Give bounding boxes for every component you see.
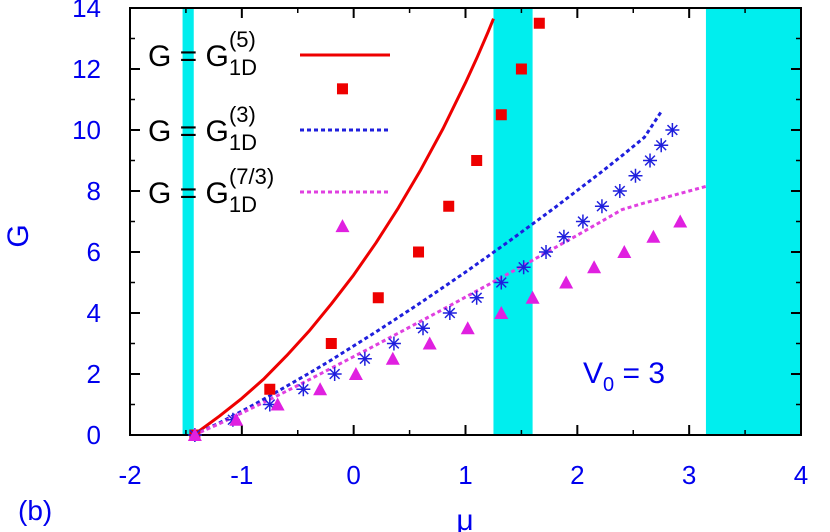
triangles-point <box>385 351 400 365</box>
v0-annotation-tail: = 3 <box>614 357 665 390</box>
asterisks-point <box>442 306 457 320</box>
y-tick-label: 12 <box>72 54 101 84</box>
squares-point <box>471 155 483 166</box>
x-tick-label: 0 <box>346 460 360 490</box>
triangles-point <box>617 245 632 258</box>
x-tick-label: 2 <box>570 460 584 490</box>
y-axis-label: G <box>2 224 35 247</box>
triangles-point <box>494 306 509 319</box>
x-tick-label: 3 <box>682 460 696 490</box>
triangles-point <box>270 397 285 411</box>
legend-square-point <box>336 83 348 95</box>
squares-point <box>325 338 337 349</box>
triangles-point <box>673 214 688 228</box>
legend-label-2: G = G1D(3) <box>148 102 257 155</box>
x-axis-label: μ <box>456 504 473 532</box>
y-tick-label: 0 <box>87 420 101 450</box>
legend: G = G1D(5) G = G1D(3) G = G1D(7/3) <box>148 27 390 217</box>
triangles-point <box>187 428 202 441</box>
asterisks-point <box>612 184 627 198</box>
shaded-band-1 <box>182 8 194 435</box>
v0-annotation: V0 = 3 <box>583 357 665 396</box>
v0-annotation-sub: 0 <box>603 374 614 396</box>
legend-triangle-point <box>335 219 350 233</box>
asterisks-point <box>386 336 401 351</box>
triangles-point <box>460 321 475 335</box>
y-tick-label: 8 <box>87 176 101 206</box>
y-tick-label: 6 <box>87 237 101 267</box>
squares-point <box>372 292 384 304</box>
curves <box>192 18 707 437</box>
triangles-point <box>587 260 602 274</box>
asterisks-point <box>665 123 680 137</box>
x-tick-label: -2 <box>118 460 141 490</box>
asterisks-point <box>327 367 342 381</box>
squares-point <box>533 17 545 29</box>
y-tick-label: 4 <box>87 298 101 328</box>
asterisks-point <box>494 275 509 290</box>
asterisks-point <box>469 290 484 305</box>
y-tick-label: 10 <box>72 115 101 145</box>
asterisks-point <box>575 214 590 229</box>
curve-2 <box>193 110 663 437</box>
x-tick-label: 4 <box>794 460 808 490</box>
legend-label-1: G = G1D(5) <box>148 27 257 80</box>
y-tick-label: 2 <box>87 359 101 389</box>
asterisks-point <box>516 260 531 275</box>
shaded-band-3 <box>705 8 801 435</box>
asterisks-point <box>654 138 669 153</box>
shaded-band-2 <box>493 8 533 435</box>
squares-point <box>515 63 527 75</box>
legend-label-3: G = G1D(7/3) <box>148 164 274 217</box>
triangles-point <box>559 275 574 289</box>
triangles-point <box>229 412 244 426</box>
v0-annotation-main: V <box>583 357 603 390</box>
squares-point <box>443 200 455 212</box>
x-tick-label: -1 <box>230 460 253 490</box>
curve-1 <box>192 18 495 437</box>
squares-point <box>413 246 425 258</box>
asterisks-point <box>357 351 372 366</box>
triangles-point <box>348 367 363 380</box>
markers <box>187 17 688 442</box>
asterisks-point <box>416 321 431 336</box>
asterisks-point <box>296 382 311 397</box>
triangles-point <box>646 229 661 243</box>
curve-3 <box>193 184 707 437</box>
shaded-bands <box>182 8 801 435</box>
triangles-point <box>525 290 540 304</box>
y-tick-label: 14 <box>72 0 101 23</box>
asterisks-point <box>628 168 643 183</box>
triangles-point <box>313 382 328 396</box>
asterisks-point <box>594 199 609 214</box>
squares-point <box>264 383 276 395</box>
asterisks-point <box>539 245 554 259</box>
triangles-point <box>422 336 437 350</box>
x-tick-label: 1 <box>458 460 472 490</box>
asterisks-point <box>556 229 571 244</box>
asterisks-point <box>643 153 658 168</box>
panel-label: (b) <box>18 495 52 526</box>
squares-point <box>495 109 507 121</box>
